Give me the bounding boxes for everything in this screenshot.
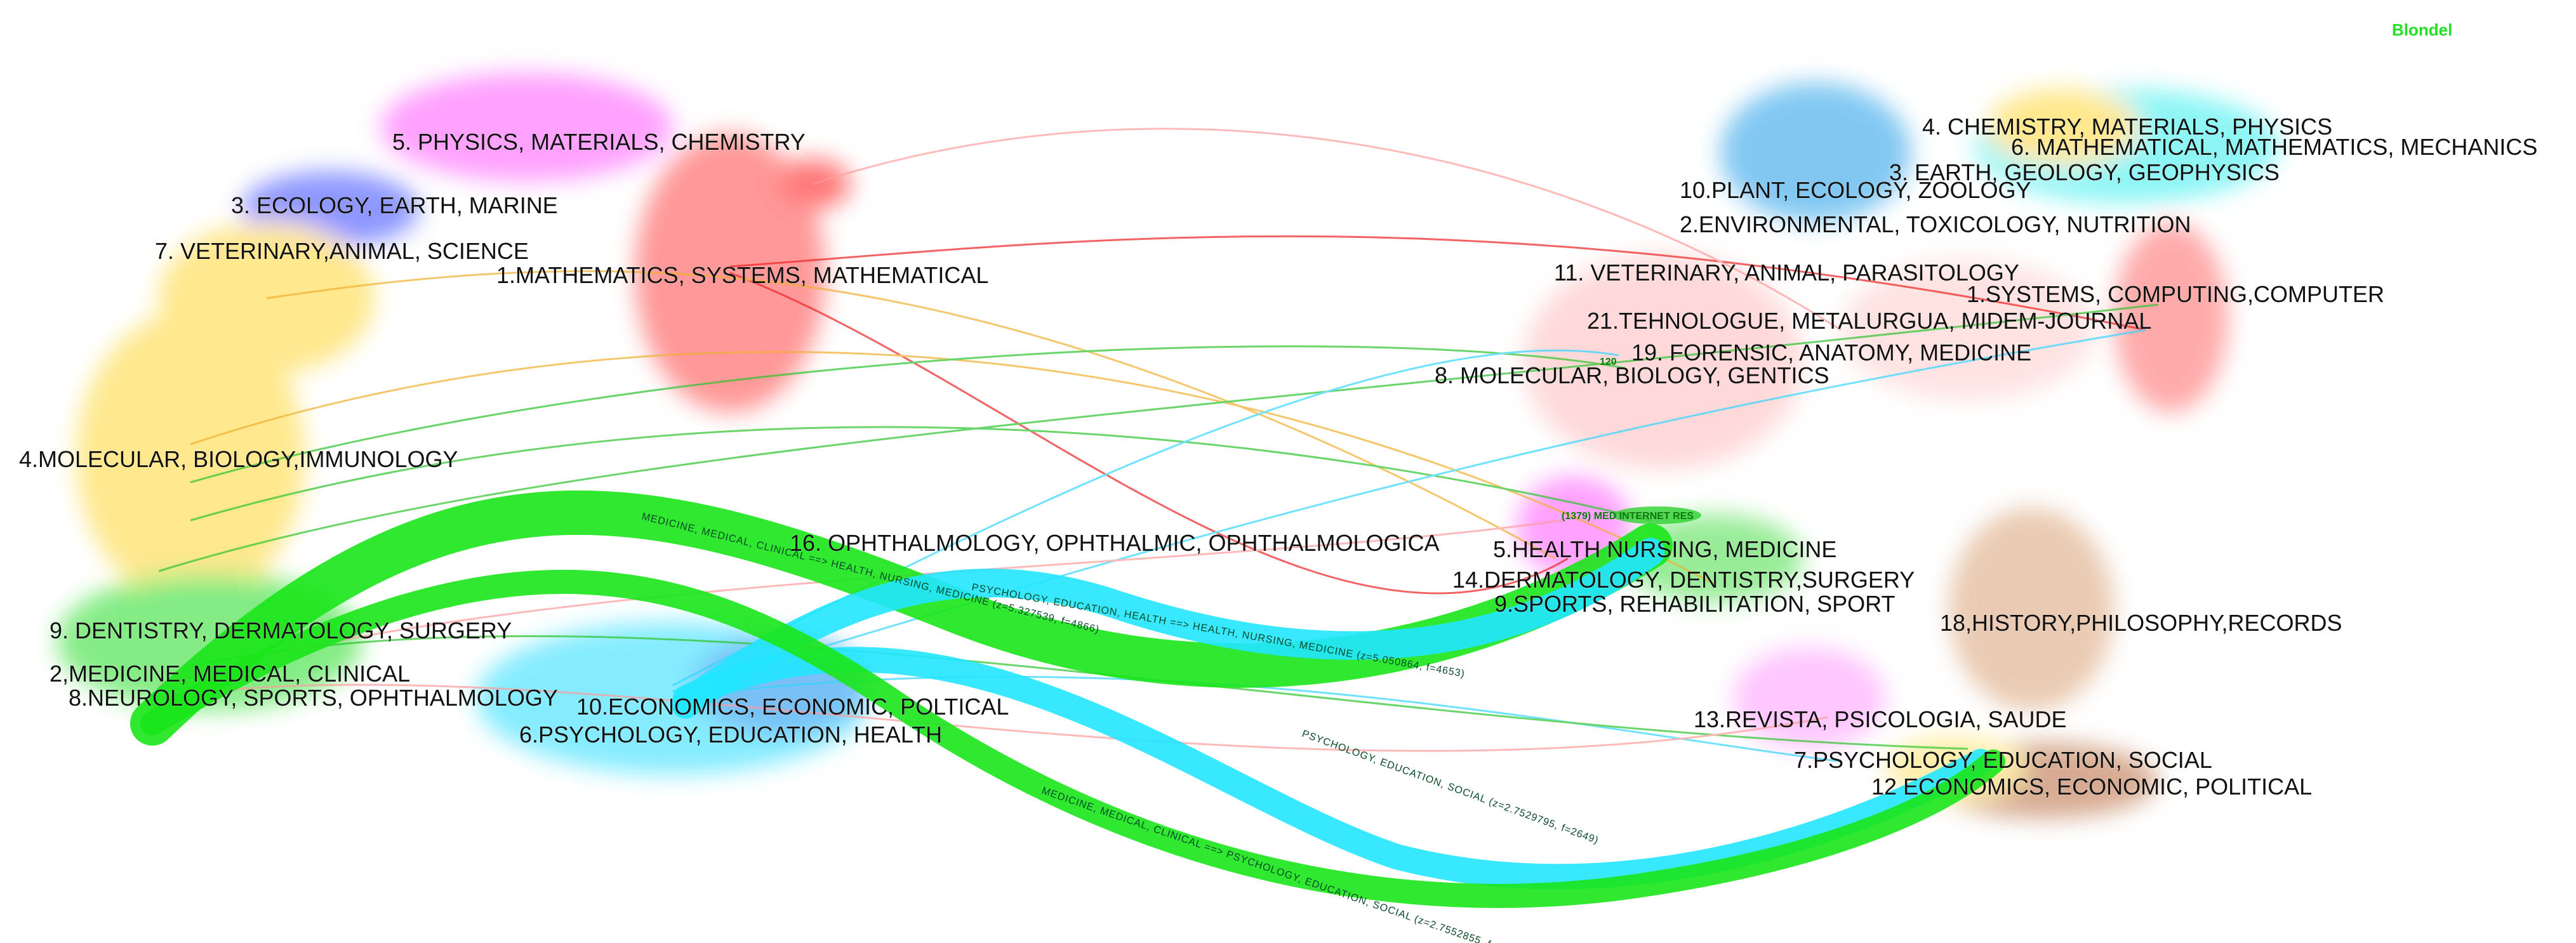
citing-cluster-label: 2,MEDICINE, MEDICAL, CLINICAL [50, 661, 410, 687]
cited-cluster-label: 6. MATHEMATICAL, MATHEMATICS, MECHANICS [2011, 134, 2537, 160]
cited-cluster-label: 21.TEHNOLOGUE, METALURGUA, MIDEM-JOURNAL [1587, 308, 2151, 334]
cited-cluster-label: 8. MOLECULAR, BIOLOGY, GENTICS [1435, 362, 1829, 388]
citing-cluster-label: 10.ECONOMICS, ECONOMIC, POLTICAL [576, 694, 1009, 720]
cited-cluster-label: 7.PSYCHOLOGY, EDUCATION, SOCIAL [1794, 747, 2212, 773]
cited-cluster-label: 12 ECONOMICS, ECONOMIC, POLITICAL [1871, 774, 2312, 800]
cited-cluster-label: 13.REVISTA, PSICOLOGIA, SAUDE [1694, 706, 2067, 732]
cited-map-labels: 4. CHEMISTRY, MATERIALS, PHYSICS 6. MATH… [1435, 114, 2538, 800]
flow-psychology-to-social [673, 647, 1993, 890]
node-annotation: 120 [1600, 357, 1617, 367]
citing-cluster-label: 9. DENTISTRY, DERMATOLOGY, SURGERY [50, 617, 512, 643]
citing-cluster-label: 6.PSYCHOLOGY, EDUCATION, HEALTH [519, 722, 942, 748]
node-annotation: (1379) MED INTERNET RES [1562, 511, 1694, 522]
algorithm-label: Blondel [2392, 20, 2452, 39]
cited-cluster-label: 3. EARTH, GEOLOGY, GEOPHYSICS [1889, 159, 2280, 185]
citing-cluster-label: 1.MATHEMATICS, SYSTEMS, MATHEMATICAL [496, 262, 988, 288]
cited-cluster-label: 14.DERMATOLOGY, DENTISTRY,SURGERY [1452, 567, 1915, 593]
citing-cluster-label: 8.NEUROLOGY, SPORTS, OPHTHALMOLOGY [69, 685, 558, 711]
major-citation-flows [130, 490, 2005, 908]
cited-cluster-label: 9.SPORTS, REHABILITATION, SPORT [1494, 591, 1895, 617]
flow-medicine-to-social [140, 570, 2005, 908]
cited-cluster-label: 10.PLANT, ECOLOGY, ZOOLOGY [1680, 177, 2031, 203]
citing-cluster-label: 4.MOLECULAR, BIOLOGY,IMMUNOLOGY [19, 446, 458, 472]
citing-cluster-label: 7. VETERINARY,ANIMAL, SCIENCE [155, 238, 529, 264]
cited-cluster-label: 18,HISTORY,PHILOSOPHY,RECORDS [1940, 610, 2342, 636]
node-annotations: (1379) MED INTERNET RES 120 [1562, 357, 1701, 524]
citing-cluster-label: 5. PHYSICS, MATERIALS, CHEMISTRY [392, 129, 806, 155]
flow-psychology-to-health [671, 537, 1665, 719]
cited-cluster-label: 4. CHEMISTRY, MATERIALS, PHYSICS [1922, 114, 2332, 140]
cited-cluster-label: 11. VETERINARY, ANIMAL, PARASITOLOGY [1554, 260, 2019, 286]
cited-cluster-label: 2.ENVIRONMENTAL, TOXICOLOGY, NUTRITION [1680, 211, 2191, 237]
citing-map-labels: 5. PHYSICS, MATERIALS, CHEMISTRY 3. ECOL… [19, 129, 1440, 748]
citing-cluster-label: 3. ECOLOGY, EARTH, MARINE [231, 192, 558, 218]
cited-cluster-label: 19. FORENSIC, ANATOMY, MEDICINE [1631, 340, 2031, 366]
citing-cluster-label: 16. OPHTHALMOLOGY, OPHTHALMIC, OPHTHALMO… [790, 530, 1440, 556]
cited-cluster-label: 1.SYSTEMS, COMPUTING,COMPUTER [1967, 281, 2384, 307]
cited-cluster-label: 5.HEALTH NURSING, MEDICINE [1493, 536, 1836, 562]
